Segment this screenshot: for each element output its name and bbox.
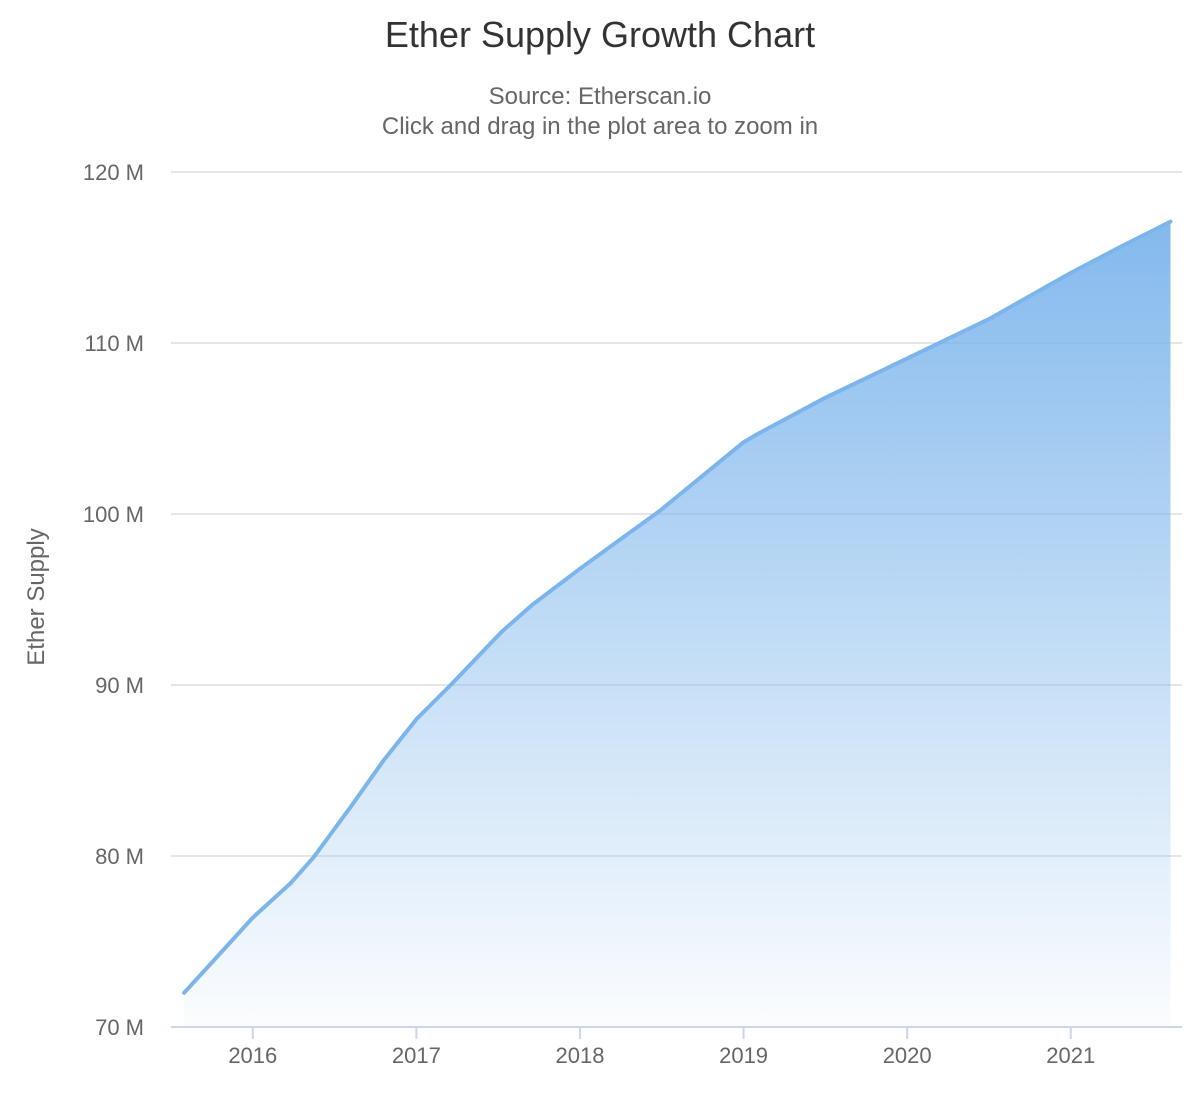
area-fill — [184, 221, 1171, 1028]
plot-area[interactable] — [171, 172, 1182, 1027]
chart-title: Ether Supply Growth Chart — [385, 14, 815, 55]
y-axis-label: 70 M — [95, 1015, 144, 1040]
x-axis-label: 2019 — [719, 1043, 768, 1068]
chart-subtitle-zoom-hint: Click and drag in the plot area to zoom … — [382, 113, 818, 140]
y-axis-label: 80 M — [95, 844, 144, 869]
x-axis-label: 2018 — [556, 1043, 605, 1068]
x-axis-labels: 2016 2017 2018 2019 2020 2021 — [228, 1043, 1095, 1068]
y-axis-label: 110 M — [84, 331, 144, 356]
y-axis-title: Ether Supply — [23, 528, 50, 665]
y-axis-label: 90 M — [95, 673, 144, 698]
chart-subtitle-source: Source: Etherscan.io — [489, 83, 712, 110]
x-axis-label: 2016 — [228, 1043, 277, 1068]
y-axis-label: 100 M — [83, 502, 144, 527]
series-line — [182, 219, 1173, 995]
x-axis-label: 2017 — [392, 1043, 441, 1068]
y-axis-labels: 70 M 80 M 90 M 100 M 110 M 120 M — [83, 160, 144, 1040]
y-axis-label: 120 M — [83, 160, 144, 185]
x-axis-ticks — [251, 1027, 1072, 1039]
x-axis-label: 2021 — [1046, 1043, 1095, 1068]
x-axis-label: 2020 — [883, 1043, 932, 1068]
